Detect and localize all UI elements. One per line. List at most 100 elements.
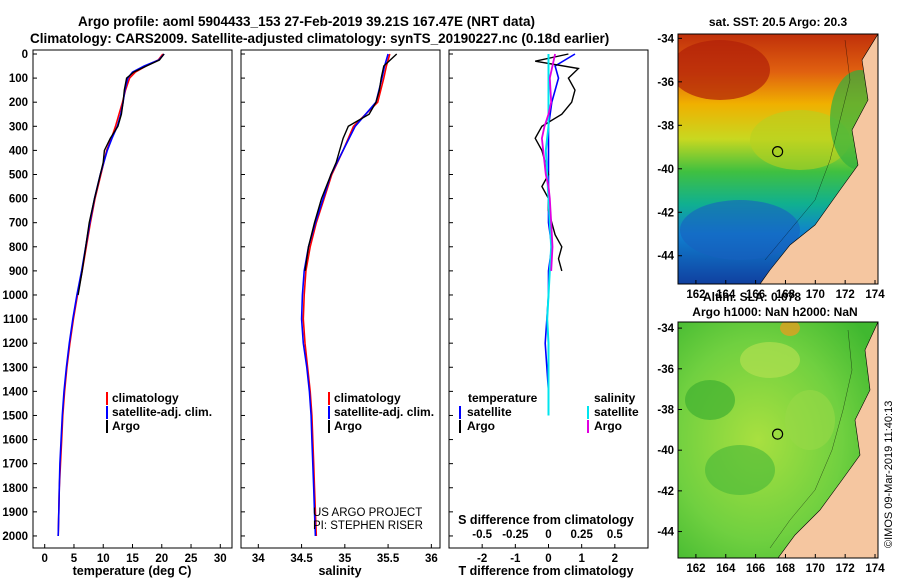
lon-tick-label: 164 [716,289,736,301]
lat-tick-label: -40 [657,164,674,176]
series-line-argo [304,53,398,272]
sst-map-axes: 162 164 166 168 170 172 174 -34 -36 -38 -40 -42 -44 [657,33,885,301]
legend-label: satellite [467,405,512,419]
s-tick-label: 0.25 [570,529,593,541]
s-difference-label: S difference from climatology [458,513,634,527]
x-tick-label: 36 [425,553,438,565]
lon-tick-label: 168 [776,563,796,575]
x-tick-label: 35.5 [377,553,400,565]
x-tick-label: 30 [214,553,227,565]
lon-tick-label: 162 [686,289,705,301]
lat-tick-label: -40 [657,445,674,457]
title-line1: Argo profile: aoml 5904433_153 27-Feb-20… [78,14,535,29]
lat-tick-label: -34 [657,33,674,45]
difference-legend: temperature satellite Argo salinity sate… [459,391,639,433]
salinity-plot: 34 34.5 35 35.5 36 [252,53,438,565]
legend-label: satellite-adj. clim. [334,405,434,419]
depth-tick-label: 900 [9,266,28,278]
contour-line [769,329,853,549]
difference-plot: -2 -1 0 1 2 -0.5 -0.25 0 0.25 0.5 [472,53,624,565]
depth-tick-label: 1300 [2,362,28,374]
temperature-plot: 0 5 10 15 20 25 30 [42,53,227,565]
lon-tick-label: 172 [836,289,855,301]
lon-tick-label: 162 [686,563,705,575]
land-mass [759,34,878,284]
lat-tick-label: -36 [657,77,674,89]
s-tick-label: 0.5 [607,529,624,541]
title-line2: Climatology: CARS2009. Satellite-adjuste… [30,31,609,46]
depth-tick-label: 1800 [2,483,28,495]
legend-label: satellite [594,405,639,419]
lon-tick-label: 168 [776,289,796,301]
sst-map-title: sat. SST: 20.5 Argo: 20.3 [709,15,848,29]
legend-label: Argo [467,419,495,433]
imos-credit: ©IMOS 09-Mar-2019 11:40:13 [883,401,895,548]
depth-tick-label: 400 [9,145,28,157]
lon-tick-label: 172 [836,563,855,575]
credit-pi: PI: STEPHEN RISER [313,520,423,532]
land-mass [777,322,878,558]
x-tick-label: -1 [510,553,521,565]
lon-tick-label: 174 [865,289,885,301]
x-tick-label: 35 [338,553,351,565]
x-tick-label: 2 [612,553,618,565]
legend-label: Argo [594,419,622,433]
lon-tick-label: 164 [716,563,736,575]
temperature-plot-frame [32,49,233,549]
sst-map [678,34,878,284]
argo-position-marker [771,146,784,158]
x-tick-label: 0 [545,553,551,565]
depth-tick-label: 1000 [2,290,28,302]
s-tick-label: -0.25 [502,529,529,541]
lon-tick-label: 166 [746,289,765,301]
sla-map-frame [677,321,879,559]
lat-tick-label: -36 [657,364,674,376]
depth-axis: 0 100 200 300 400 500 600 700 800 900 1000 1100 1200… [2,49,453,543]
temperature-legend: climatology satellite-adj. clim. Argo [106,391,212,433]
depth-tick-label: 1600 [2,435,28,447]
x-tick-label: 5 [71,553,78,565]
lat-tick-label: -44 [657,527,674,539]
lat-tick-label: -42 [657,486,674,498]
x-tick-label: 34 [252,553,265,565]
lon-tick-label: 170 [806,289,825,301]
sla-map [678,322,878,558]
legend-heading-temperature: temperature [468,391,538,405]
sst-map-frame [677,33,879,285]
depth-tick-label: 200 [9,97,28,109]
legend-label: climatology [334,391,401,405]
x-tick-label: 34.5 [290,553,313,565]
depth-tick-label: 600 [9,194,28,206]
lat-tick-label: -44 [657,251,674,263]
legend-heading-salinity: salinity [594,391,636,405]
lat-tick-label: -34 [657,323,674,335]
depth-tick-label: 500 [9,169,28,181]
series-line-climatology [302,53,391,537]
depth-tick-label: 700 [9,218,28,230]
depth-tick-label: 1900 [2,507,28,519]
x-tick-label: 15 [126,553,139,565]
depth-tick-label: 0 [22,49,28,61]
depth-tick-label: 1500 [2,410,28,422]
legend-label: Argo [112,419,140,433]
salinity-legend: climatology satellite-adj. clim. Argo [328,391,434,433]
argo-position-marker [771,428,784,440]
s-tick-label: 0 [545,529,551,541]
lon-tick-label: 174 [865,563,885,575]
salinity-xlabel: salinity [318,564,361,578]
x-tick-label: 25 [185,553,198,565]
depth-tick-label: 800 [9,242,28,254]
x-tick-label: 10 [97,553,110,565]
sla-map-title: Altim. SLA: 0.078 [703,290,801,304]
temperature-xlabel: temperature (deg C) [73,564,192,578]
depth-tick-label: 100 [9,73,28,85]
legend-label: climatology [112,391,179,405]
s-tick-label: -0.5 [472,529,492,541]
x-tick-label: -2 [477,553,487,565]
series-line-satellite-adj-clim- [300,53,389,537]
legend-label: satellite-adj. clim. [112,405,212,419]
depth-tick-label: 1400 [2,386,28,398]
depth-tick-label: 1100 [3,314,28,326]
sla-map-subtitle: Argo h1000: NaN h2000: NaN [692,305,857,319]
